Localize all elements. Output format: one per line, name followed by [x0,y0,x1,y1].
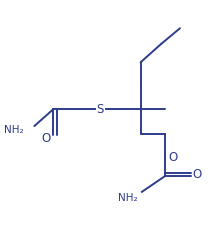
Text: O: O [41,132,50,145]
Text: S: S [97,103,104,116]
Text: O: O [168,151,178,164]
Text: NH₂: NH₂ [118,193,138,203]
Text: O: O [193,168,202,181]
Text: NH₂: NH₂ [4,125,24,135]
